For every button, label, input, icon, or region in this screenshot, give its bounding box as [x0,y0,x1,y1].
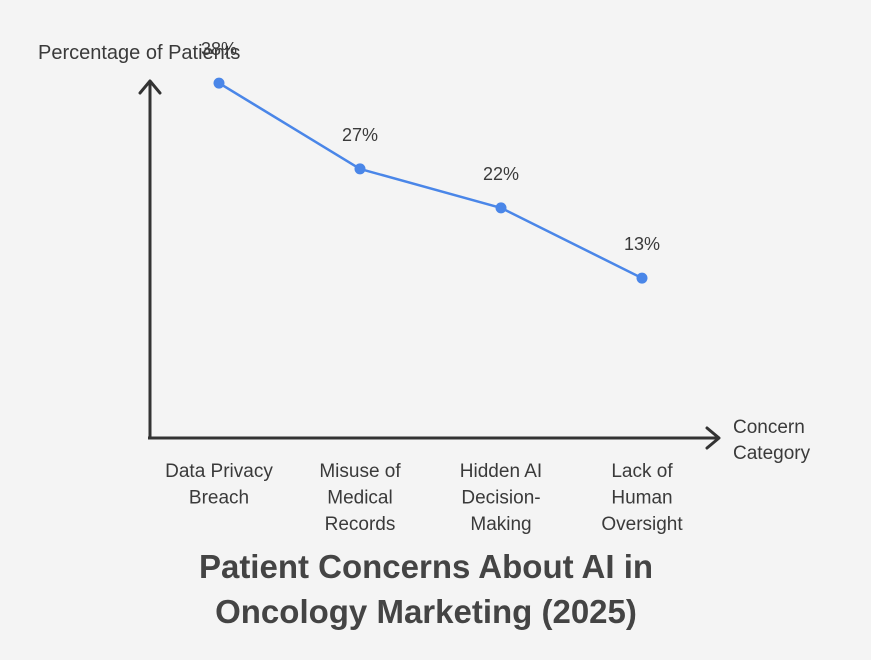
data-point [636,272,648,284]
y-axis-label: Percentage of Patients [38,42,240,64]
data-label: 13% [624,234,660,254]
category-label: Lack of Human Oversight [601,461,683,535]
category-label: Misuse of Medical Records [319,461,401,535]
series-line [217,81,644,280]
y-axis-arrowhead [138,79,162,95]
data-point [354,163,366,175]
data-point [213,77,225,89]
series-line-group: 38% 27% 22% 13% [201,39,660,284]
data-label: 22% [483,164,519,184]
category-label: Data Privacy Breach [165,461,273,509]
data-label: 38% [201,39,237,59]
category-labels: Data Privacy Breach Misuse of Medical Record… [165,461,683,535]
x-axis-arrowhead [705,426,721,450]
category-label: Hidden AI Decision-Making [460,461,542,535]
chart-title: Patient Concerns About AI in Oncology Mar… [199,548,653,630]
data-label: 27% [342,125,378,145]
data-point [495,202,507,214]
x-axis-label: Concern Category [733,417,811,464]
